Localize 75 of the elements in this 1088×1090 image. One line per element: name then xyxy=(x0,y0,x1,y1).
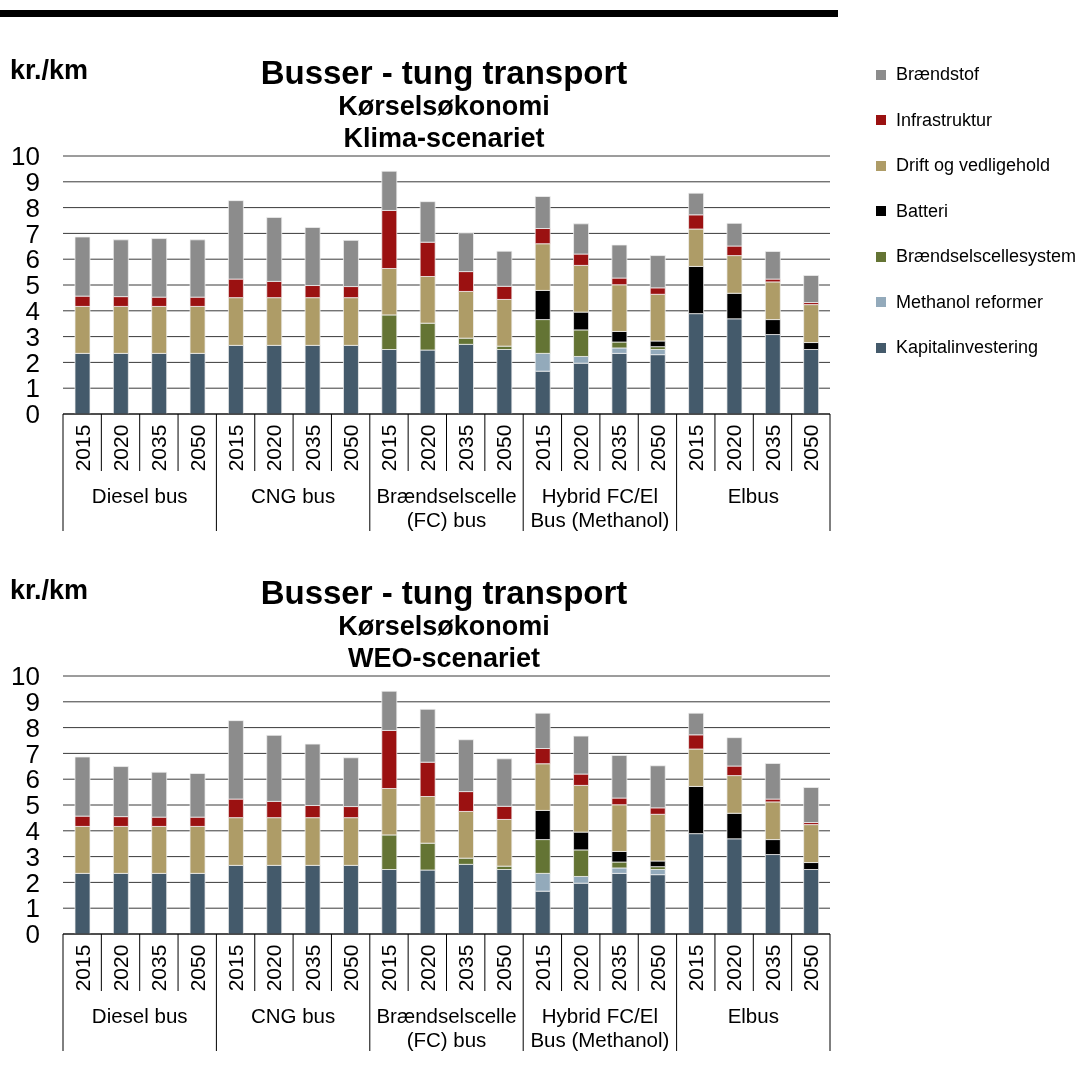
x-tick-label: 2015 xyxy=(684,424,708,472)
legend-label: Batteri xyxy=(896,200,949,222)
x-tick-label: 2050 xyxy=(799,944,823,992)
chart-title: Busser - tung transport xyxy=(260,574,628,611)
x-tick-label: 2035 xyxy=(607,424,631,472)
x-tick-label: 2035 xyxy=(147,944,171,992)
x-tick-label: 2015 xyxy=(223,424,247,472)
x-tick-label: 2035 xyxy=(607,944,631,992)
x-tick-label: 2050 xyxy=(338,944,362,992)
bar xyxy=(611,352,628,414)
x-tick-label: 2015 xyxy=(377,424,401,472)
x-tick-label: 2050 xyxy=(492,944,516,992)
bar xyxy=(764,251,781,280)
x-tick-label: 2015 xyxy=(684,944,708,992)
bar xyxy=(458,343,474,414)
x-tick-label: 2035 xyxy=(300,944,324,992)
x-tick-label: 2020 xyxy=(722,424,746,472)
bar xyxy=(803,787,820,823)
x-tick-label: 2020 xyxy=(569,424,593,472)
x-tick-label: 2035 xyxy=(760,944,784,992)
text: Hybrid FC/El Bus (Methanol) xyxy=(529,1004,671,1052)
x-tick-label: 2020 xyxy=(262,944,286,992)
x-tick-label: 2050 xyxy=(185,944,209,992)
x-tick-label: 2035 xyxy=(454,944,478,992)
x-tick-label: 2020 xyxy=(262,424,286,472)
legend-label: Brændstof xyxy=(896,64,980,86)
text: Elbus xyxy=(726,484,780,508)
x-tick-label: 2020 xyxy=(722,944,746,992)
x-tick-label: 2015 xyxy=(377,944,401,992)
x-tick-label: 2050 xyxy=(492,424,516,472)
x-tick-label: 2020 xyxy=(108,424,132,472)
bar xyxy=(803,275,820,303)
legend-label: Kapitalinvestering xyxy=(896,337,1039,359)
bar xyxy=(458,863,474,934)
x-tick-label: 2035 xyxy=(454,424,478,472)
legend-label: Methanol reformer xyxy=(896,291,1044,313)
x-tick-label: 2015 xyxy=(530,424,554,472)
x-tick-label: 2015 xyxy=(70,944,94,992)
x-tick-label: 2050 xyxy=(185,424,209,472)
x-tick-label: 2050 xyxy=(645,944,669,992)
x-tick-label: 2050 xyxy=(645,424,669,472)
x-tick-label: 2035 xyxy=(300,424,324,472)
text: Brændselscelle (FC) bus xyxy=(375,484,518,532)
x-tick-label: 2035 xyxy=(147,424,171,472)
legend-label: Brændselscellesystem xyxy=(896,246,1077,268)
x-tick-label: 2050 xyxy=(799,424,823,472)
text: CNG bus xyxy=(249,1004,337,1028)
bar xyxy=(649,354,666,414)
bar xyxy=(764,763,781,800)
bar xyxy=(496,869,513,934)
text: Diesel bus xyxy=(90,484,189,508)
legend-label: Infrastruktur xyxy=(896,109,993,131)
bar xyxy=(496,349,513,414)
text: Elbus xyxy=(726,1004,780,1028)
legend-label: Drift og vedligehold xyxy=(896,155,1051,177)
y-axis-title: kr./km xyxy=(10,575,89,605)
x-tick-label: 2015 xyxy=(530,944,554,992)
chart-subtitle: Kørselsøkonomi WEO-scenariet xyxy=(338,611,550,673)
x-tick-label: 2020 xyxy=(415,944,439,992)
x-tick-label: 2035 xyxy=(760,424,784,472)
x-tick-label: 2015 xyxy=(223,944,247,992)
chart-subtitle: Kørselsøkonomi Klima-scenariet xyxy=(338,91,550,153)
bar xyxy=(611,872,628,934)
text: Diesel bus xyxy=(90,1004,189,1028)
x-tick-label: 2050 xyxy=(338,424,362,472)
x-tick-label: 2015 xyxy=(70,424,94,472)
x-tick-label: 2020 xyxy=(569,944,593,992)
y-axis-title: kr./km xyxy=(10,55,89,85)
text: Hybrid FC/El Bus (Methanol) xyxy=(529,484,671,532)
x-tick-label: 2020 xyxy=(415,424,439,472)
x-tick-label: 2020 xyxy=(108,944,132,992)
bar xyxy=(649,874,666,934)
text: CNG bus xyxy=(249,484,337,508)
text: Brændselscelle (FC) bus xyxy=(375,1004,518,1052)
chart-title: Busser - tung transport xyxy=(260,54,628,91)
